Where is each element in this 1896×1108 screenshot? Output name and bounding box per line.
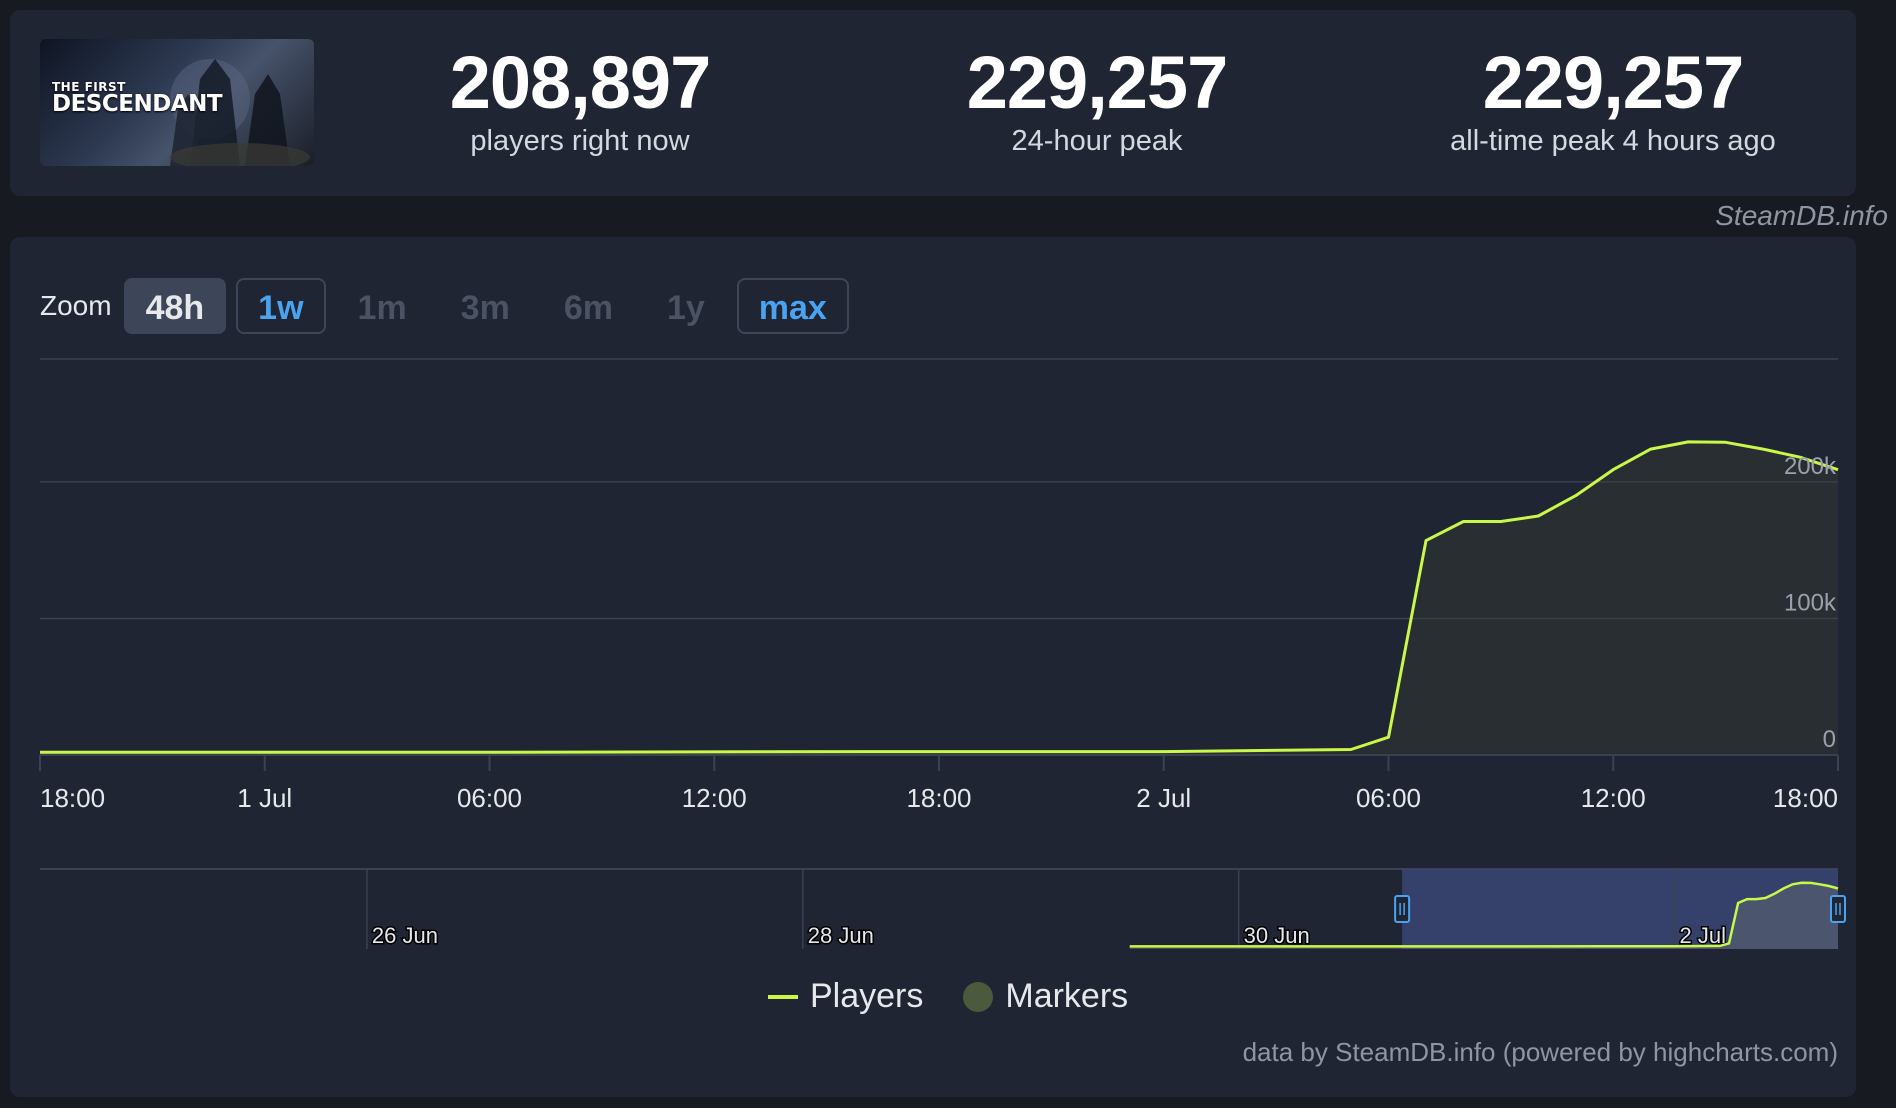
zoom-label: Zoom (40, 290, 112, 321)
cover-title: THE FIRST DESCENDANT (52, 80, 223, 117)
legend-label-players: Players (810, 977, 924, 1015)
navigator-tick-label: 30 Jun (1244, 923, 1310, 948)
players-series-line (40, 440, 1839, 754)
x-tick-label: 06:00 (1356, 783, 1421, 813)
x-tick-label: 12:00 (1581, 783, 1646, 813)
players-area (40, 441, 1838, 755)
zoom-1m-button: 1m (357, 289, 407, 327)
steamdb-watermark: SteamDB.info (1715, 200, 1888, 231)
legend-item-players[interactable]: Players (768, 977, 923, 1016)
cover-title-line2: DESCENDANT (52, 91, 223, 117)
cover-art (170, 59, 310, 166)
x-tick-label: 2 Jul (1136, 783, 1191, 813)
y-tick-label: 0 (1823, 726, 1836, 753)
navigator-tick-label: 26 Jun (372, 923, 438, 948)
navigator-right-handle[interactable] (1830, 895, 1846, 923)
stats-panel: THE FIRST DESCENDANT 208,897 players rig… (10, 10, 1856, 196)
chart-panel: 0 100k 200k 18:00 1 Jul 06:00 12:00 18:00 2 Jul 0… (10, 237, 1856, 1097)
stat-value: 229,257 (1482, 41, 1745, 124)
zoom-1w-button[interactable]: 1w (236, 278, 326, 334)
y-tick-label: 100k (1784, 589, 1837, 616)
chart-legend: Players Markers (768, 977, 1168, 1016)
stat-label: 24-hour peak (1011, 125, 1183, 158)
player-chart[interactable]: 0 100k 200k 18:00 1 Jul 06:00 12:00 18:00 2 Jul 0… (10, 237, 1856, 1097)
stat-all-time-peak: 229,257 all-time peak 4 hours ago (1353, 42, 1873, 158)
x-tick-label: 1 Jul (237, 783, 292, 813)
zoom-1y-button: 1y (666, 289, 705, 327)
x-tick-label: 18:00 (1773, 783, 1838, 813)
zoom-48h-button[interactable]: 48h (123, 278, 227, 334)
markers-dot-icon (963, 981, 994, 1012)
stat-value: 229,257 (966, 41, 1229, 124)
zoom-bar: Zoom 48h 1w 1m 3m 6m 1y max (40, 277, 859, 335)
cover-title-line1: THE FIRST (52, 80, 126, 94)
navigator-series-line (1129, 881, 1839, 948)
stat-24h-peak: 229,257 24-hour peak (837, 42, 1357, 158)
game-cover-image[interactable]: THE FIRST DESCENDANT (40, 39, 314, 166)
players-line-icon (768, 994, 798, 999)
zoom-max-button[interactable]: max (736, 278, 849, 334)
navigator-left-handle[interactable] (1394, 895, 1411, 923)
legend-label-markers: Markers (1005, 977, 1129, 1015)
x-tick-label: 18:00 (40, 783, 105, 813)
x-tick-label: 12:00 (682, 783, 747, 813)
legend-item-markers[interactable]: Markers (963, 977, 1128, 1016)
chart-credits[interactable]: data by SteamDB.info (powered by highcha… (1242, 1037, 1838, 1067)
stat-value: 208,897 (449, 41, 712, 124)
stat-label: players right now (470, 125, 690, 158)
navigator-tick-label: 2 Jul (1680, 923, 1726, 948)
stat-label: all-time peak 4 hours ago (1450, 125, 1776, 158)
zoom-6m-button: 6m (563, 289, 613, 327)
navigator-area (1129, 882, 1838, 949)
zoom-3m-button: 3m (460, 289, 510, 327)
x-tick-label: 18:00 (906, 783, 971, 813)
navigator-tick-label: 28 Jun (808, 923, 874, 948)
y-tick-label: 200k (1784, 453, 1837, 480)
stat-current-players: 208,897 players right now (320, 42, 840, 158)
x-tick-label: 06:00 (457, 783, 522, 813)
